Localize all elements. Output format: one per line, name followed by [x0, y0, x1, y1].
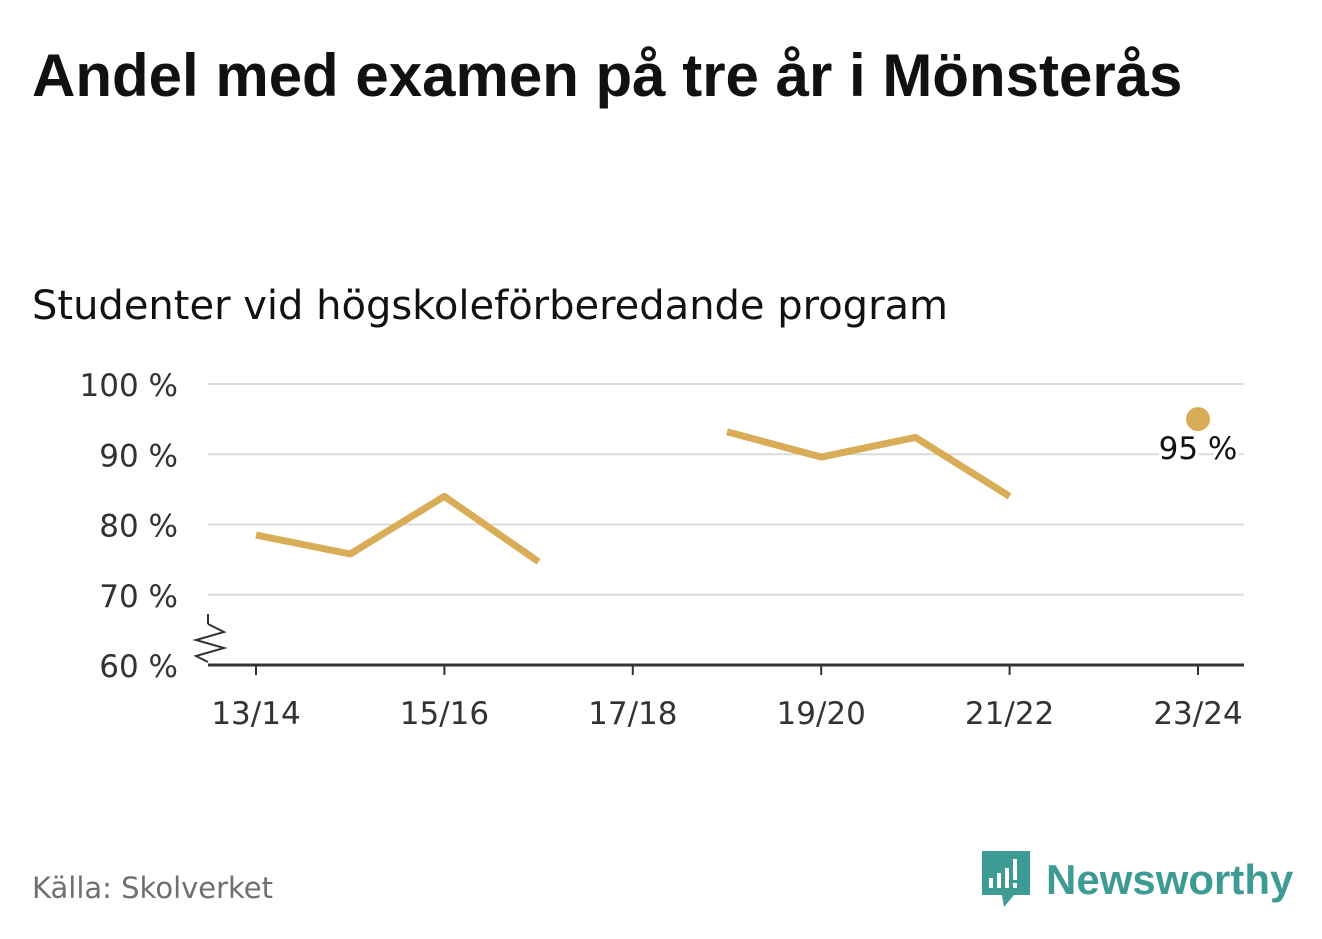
- y-tick-label: 90 %: [99, 438, 178, 474]
- x-tick-label: 19/20: [777, 696, 866, 732]
- y-tick-label: 70 %: [99, 579, 178, 615]
- x-tick-label: 23/24: [1153, 696, 1242, 732]
- series-lines: [255, 428, 1012, 565]
- brand-name: Newsworthy: [1046, 856, 1294, 903]
- data-label: 95 %: [1159, 431, 1238, 467]
- chart-subtitle: Studenter vid högskoleförberedande progr…: [32, 283, 948, 329]
- line-chart: 60 % 70 % 80 % 90 % 100 % 13/14 15/16 17/18 19/…: [80, 368, 1244, 732]
- y-tick-label: 80 %: [99, 509, 178, 545]
- source-note: Källa: Skolverket: [32, 871, 274, 905]
- y-tick-label: 100 %: [80, 368, 178, 404]
- x-tick-label: 13/14: [211, 696, 300, 732]
- y-axis-ticks: 60 % 70 % 80 % 90 % 100 %: [80, 368, 178, 685]
- data-point: [1186, 407, 1210, 432]
- newsworthy-logo-icon: [982, 851, 1030, 907]
- chart-title: Andel med examen på tre år i Mönsterås: [32, 42, 1183, 109]
- x-tick-label: 17/18: [588, 696, 677, 732]
- brand-logo: Newsworthy: [980, 848, 1293, 912]
- x-tick-label: 21/22: [965, 696, 1054, 732]
- data-points: [1186, 407, 1210, 432]
- x-axis: 13/14 15/16 17/18 19/20 21/22 23/24: [192, 614, 1244, 732]
- x-tick-label: 15/16: [400, 696, 489, 732]
- series-line-segment: [726, 428, 1012, 500]
- y-tick-label: 60 %: [99, 649, 178, 685]
- data-labels: 95 %: [1156, 428, 1241, 470]
- series-line-segment: [255, 492, 541, 565]
- axis-break-icon: [192, 623, 228, 663]
- gridlines: [208, 383, 1244, 596]
